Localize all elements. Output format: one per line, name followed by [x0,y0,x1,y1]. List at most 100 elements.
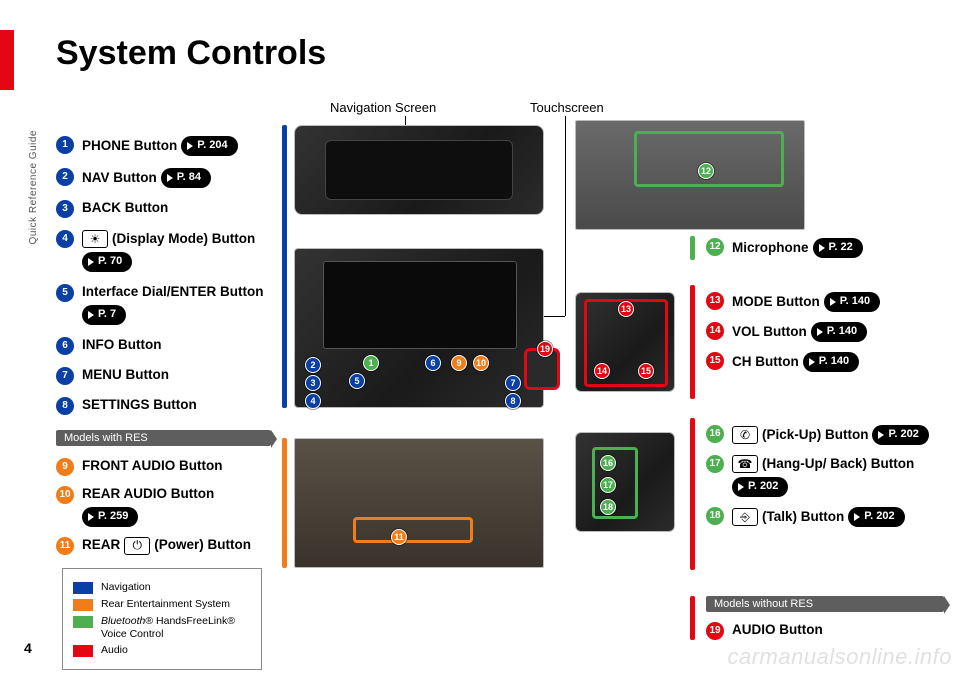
list-without-res: Models without RES 19 AUDIO Button [706,596,944,640]
control-item: 9 FRONT AUDIO Button [56,458,271,476]
callout-touchscreen: Touchscreen [530,100,604,115]
button-glyph-icon: ☎ [732,455,758,473]
page-title: System Controls [56,34,326,73]
page-number: 4 [24,640,32,656]
control-label: (Hang-Up/ Back) Button [762,456,914,473]
control-item: 1 PHONE Button P. 204 [56,136,271,156]
callout-dot-6: 6 [425,355,441,371]
callout-dot-8: 8 [505,393,521,409]
button-glyph-icon: ⎆ [732,508,758,526]
bullet-1: 1 [56,136,74,154]
button-glyph-icon: ⏻ [124,537,150,555]
control-item: 13 MODE Button P. 140 [706,292,944,312]
callout-navigation-screen: Navigation Screen [330,100,436,115]
callout-dot-19: 19 [537,341,553,357]
list-audio-controls: 13 MODE Button P. 140 14 VOL Button P. 1… [706,292,944,372]
control-label: REAR AUDIO Button [82,486,214,503]
bullet-18: 18 [706,507,724,525]
callout-dot-17: 17 [600,477,616,493]
item-microphone: 12 Microphone P. 22 [706,238,944,258]
watermark: carmanualsonline.info [727,644,952,670]
page-ref: P. 22 [813,238,863,258]
control-label: MENU Button [82,367,169,384]
photo-overhead-console: 12 [575,120,805,230]
photo-upper-display [294,125,544,215]
group-bar-res [282,438,287,568]
control-item: 4 ☀ (Display Mode) Button P. 70 [56,230,271,272]
bullet-15: 15 [706,352,724,370]
swatch-audio [73,645,93,657]
bullet-3: 3 [56,200,74,218]
callout-dot-7: 7 [505,375,521,391]
bullet-14: 14 [706,322,724,340]
callout-dot-2: 2 [305,357,321,373]
tag-models-with-res: Models with RES [56,430,271,446]
bullet-11: 11 [56,537,74,555]
button-glyph-icon: ✆ [732,426,758,444]
page-ref: P. 70 [82,252,132,272]
callout-dot-12: 12 [698,163,714,179]
control-item: 14 VOL Button P. 140 [706,322,944,342]
bullet-2: 2 [56,168,74,186]
callout-dot-10: 10 [473,355,489,371]
callout-dot-5: 5 [349,373,365,389]
control-item: 18 ⎆ (Talk) Button P. 202 [706,507,944,527]
control-item: 3 BACK Button [56,200,271,218]
tag-models-without-res: Models without RES [706,596,944,612]
label-audio-button: AUDIO Button [732,622,823,639]
callout-dot-11: 11 [391,529,407,545]
side-section-label: Quick Reference Guide [28,130,39,244]
page-ref: P. 202 [848,507,904,527]
callout-dot-18: 18 [600,499,616,515]
bullet-12: 12 [706,238,724,256]
page-ref: P. 7 [82,305,126,325]
bullet-7: 7 [56,367,74,385]
console-screen [323,261,517,349]
swatch-res [73,599,93,611]
control-label: CH Button [732,354,799,371]
bullet-4: 4 [56,230,74,248]
control-label: MODE Button [732,294,820,311]
callout-dot-3: 3 [305,375,321,391]
bullet-10: 10 [56,486,74,504]
legend-audio: Audio [101,644,128,657]
control-item: 2 NAV Button P. 84 [56,168,271,188]
group-bar-no-res [690,596,695,640]
callout-dot-4: 4 [305,393,321,409]
item-audio-button: 19 AUDIO Button [706,622,944,640]
photo-steering-hfl: 16 17 18 [575,432,675,532]
control-item: 8 SETTINGS Button [56,397,271,415]
bullet-8: 8 [56,397,74,415]
control-label: (Pick-Up) Button [762,427,868,444]
control-label: FRONT AUDIO Button [82,458,222,475]
list-microphone: 12 Microphone P. 22 [706,238,944,258]
control-label: Interface Dial/ENTER Button [82,284,264,301]
group-bar-hfl [690,236,695,260]
control-item: 11 REAR ⏻ (Power) Button [56,537,271,555]
page-ref: P. 140 [824,292,880,312]
control-item: 10 REAR AUDIO Button P. 259 [56,486,271,527]
page-ref: P. 140 [811,322,867,342]
button-glyph-icon: ☀ [82,230,108,248]
control-label: BACK Button [82,200,168,217]
control-item: 5 Interface Dial/ENTER Button P. 7 [56,284,271,325]
photo-center-console: 12345678910 [294,248,544,408]
red-side-tab [0,30,14,90]
page-ref: P. 202 [872,425,928,445]
callout-dot-16: 16 [600,455,616,471]
color-legend: Navigation Rear Entertainment System Blu… [62,568,262,670]
list-hfl-controls: 16 ✆ (Pick-Up) Button P. 202 17 ☎ (Hang-… [706,425,944,527]
bullet-9: 9 [56,458,74,476]
legend-res: Rear Entertainment System [101,598,230,611]
label-microphone: Microphone [732,240,809,257]
callout-dot-1: 1 [363,355,379,371]
bullet-17: 17 [706,455,724,473]
photo-lower-console: 11 [294,438,544,568]
bullet-19: 19 [706,622,724,640]
bullet-6: 6 [56,337,74,355]
control-label: (Display Mode) Button [112,231,255,248]
control-label: VOL Button [732,324,807,341]
page-ref: P. 140 [803,352,859,372]
bullet-5: 5 [56,284,74,302]
photo-steering-audio: 131415 [575,292,675,392]
